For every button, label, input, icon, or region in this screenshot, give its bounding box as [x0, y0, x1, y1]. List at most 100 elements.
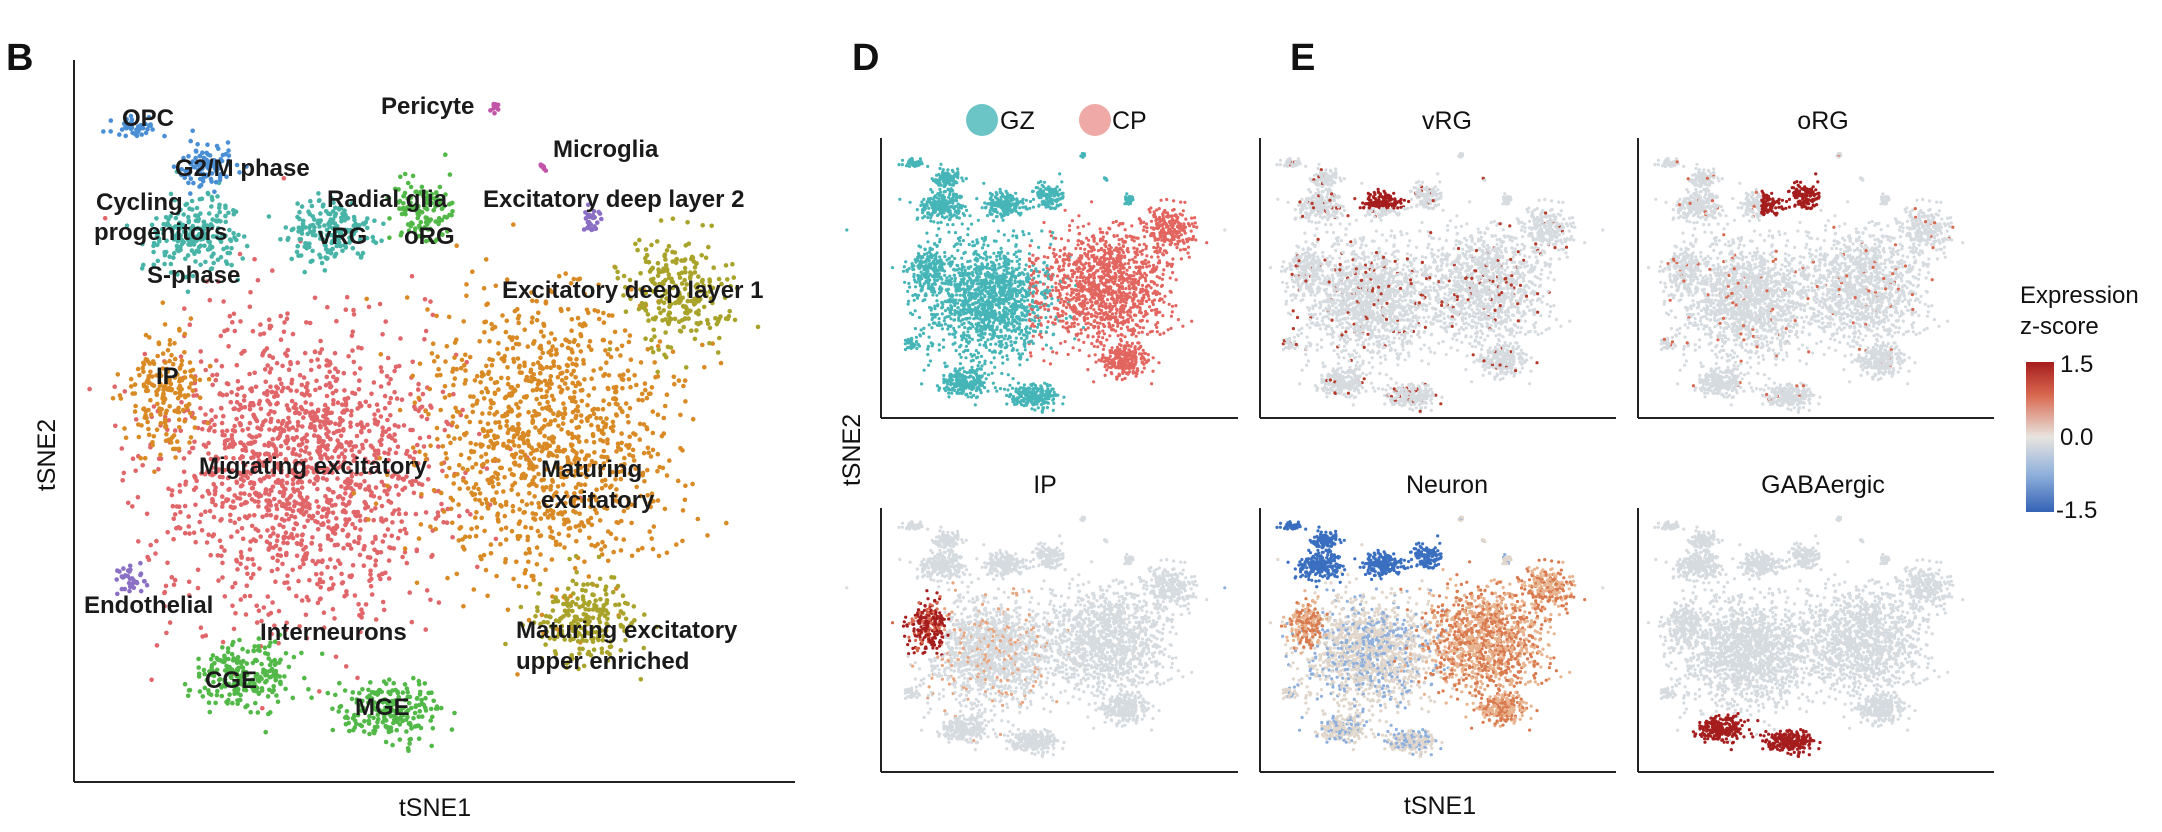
cell-point: [540, 366, 545, 372]
cell-point: [297, 209, 302, 215]
cell-point: [406, 721, 412, 726]
cell-point: [188, 138, 193, 144]
cell-point: [487, 338, 492, 344]
cell-point: [512, 433, 517, 439]
cell-point: [921, 331, 926, 335]
cell-point: [571, 395, 577, 400]
cell-point: [625, 413, 630, 419]
cell-point: [333, 251, 339, 257]
label-excitatory-deep-layer-2: Excitatory deep layer 2: [483, 186, 744, 213]
cell-point: [300, 502, 306, 508]
cell-point: [297, 565, 303, 570]
cell-point: [531, 573, 536, 579]
cell-point: [606, 373, 612, 378]
cell-point: [333, 502, 338, 508]
cell-point: [485, 389, 491, 395]
cell-point: [248, 440, 254, 446]
cell-point: [211, 514, 217, 520]
cell-point: [131, 577, 136, 583]
cell-point: [177, 482, 182, 488]
cell-point: [236, 516, 242, 522]
cell-point: [382, 450, 387, 456]
cell-point: [661, 415, 667, 421]
cell-point: [316, 504, 321, 510]
cell-point: [661, 267, 667, 272]
cell-point: [360, 687, 365, 692]
cell-point: [477, 431, 482, 437]
cell-point: [315, 581, 320, 587]
cell-point: [680, 538, 685, 544]
cell-point: [393, 687, 398, 693]
cell-point: [220, 560, 225, 566]
cell-point: [288, 493, 294, 499]
cell-point: [670, 349, 676, 355]
cell-point: [484, 363, 489, 369]
cell-point: [357, 612, 362, 618]
cell-point: [386, 381, 392, 386]
cell-point: [209, 408, 214, 413]
cell-point: [643, 387, 648, 393]
cell-point: [274, 360, 280, 366]
cell-point: [584, 438, 589, 444]
cell-point: [130, 391, 135, 396]
cell-point: [470, 269, 475, 275]
cell-point: [532, 517, 538, 522]
cell-point: [343, 401, 349, 406]
cell-point: [1002, 337, 1006, 341]
cell-point: [526, 410, 531, 415]
cell-point: [379, 369, 385, 374]
cell-point: [478, 442, 483, 447]
cell-point: [564, 368, 570, 374]
cell-point: [195, 585, 201, 591]
cell-point: [139, 423, 144, 428]
cell-point: [570, 578, 576, 584]
cell-point: [119, 586, 125, 592]
cell-point: [468, 512, 473, 517]
cell-point: [650, 430, 656, 436]
cell-point: [234, 416, 239, 422]
cell-point: [430, 726, 436, 731]
cell-point: [551, 411, 556, 417]
cell-point: [582, 559, 587, 564]
cell-point: [364, 296, 370, 302]
cell-point: [308, 259, 314, 265]
cell-point: [1004, 334, 1008, 338]
cell-point: [247, 480, 253, 486]
cell-point: [200, 634, 205, 639]
cell-point: [305, 231, 311, 237]
cell-point: [632, 373, 637, 378]
cell-point: [397, 407, 403, 413]
cell-point: [229, 245, 234, 251]
cell-point: [221, 413, 226, 419]
cell-point: [707, 340, 712, 346]
cell-point: [503, 502, 509, 508]
cell-point: [208, 656, 214, 662]
cell-point: [525, 438, 531, 443]
cell-point: [528, 451, 534, 456]
cell-point: [387, 545, 392, 550]
cell-point: [231, 211, 237, 217]
cell-point: [268, 710, 273, 715]
cell-point: [495, 513, 500, 518]
cell-point: [426, 434, 432, 440]
cell-point: [351, 307, 356, 313]
cell-point: [185, 289, 191, 295]
cell-point: [522, 452, 528, 458]
cell-point: [690, 481, 695, 487]
cell-point: [283, 486, 288, 492]
cell-point: [234, 362, 240, 368]
cell-point: [515, 383, 521, 389]
cell-point: [442, 384, 448, 389]
cell-point: [530, 414, 535, 419]
cell-point: [316, 364, 322, 370]
cell-point: [615, 402, 620, 407]
cell-point: [285, 347, 291, 353]
cell-point: [526, 483, 532, 488]
cell-point: [238, 440, 243, 446]
cell-point: [296, 253, 301, 258]
cell-point: [430, 552, 435, 558]
cell-point: [1048, 246, 1052, 250]
cell-point: [247, 513, 252, 518]
cell-point: [238, 597, 244, 602]
cell-point: [428, 718, 434, 723]
